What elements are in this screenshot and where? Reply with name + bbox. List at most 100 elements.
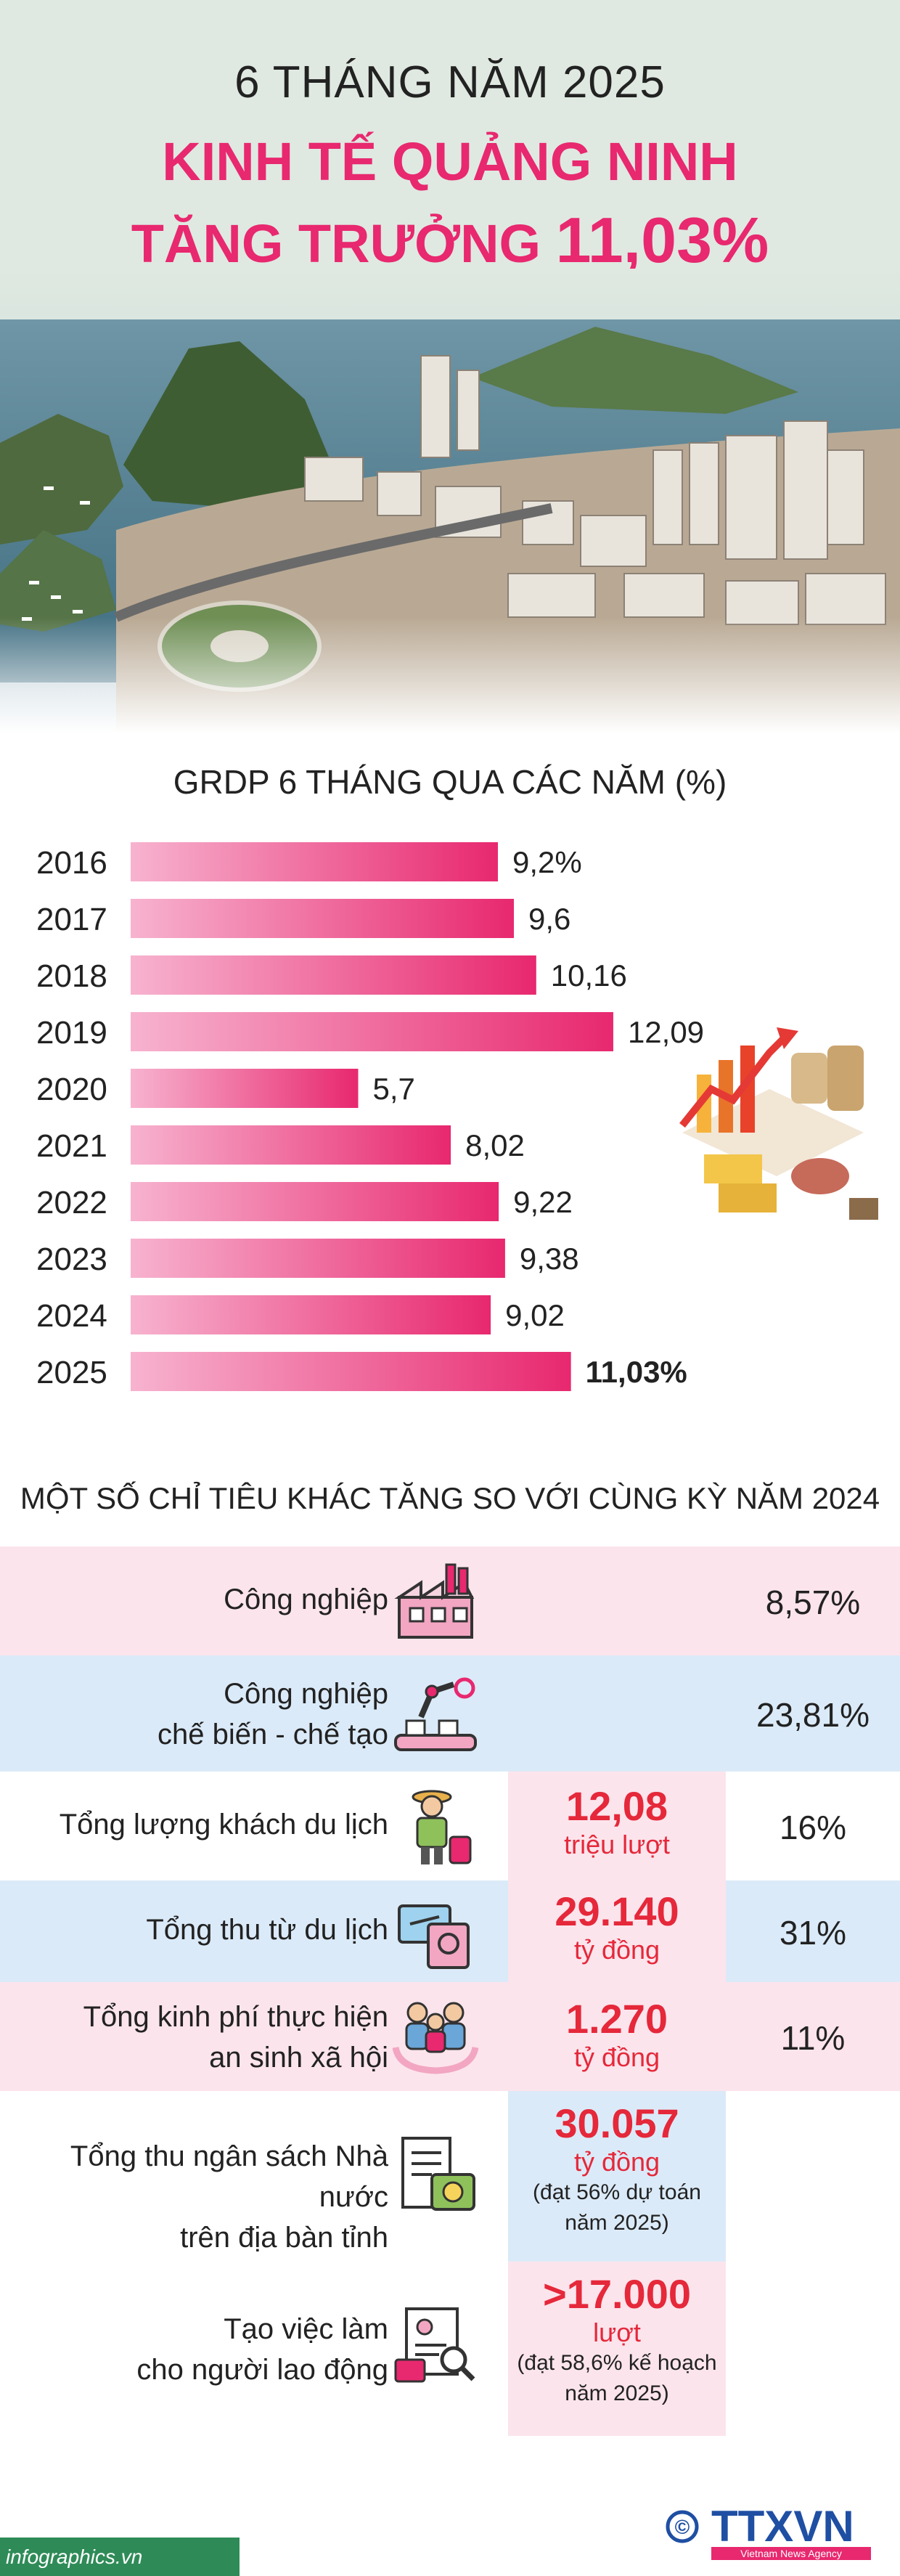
indicator-label-line: Công nghiệp bbox=[224, 1583, 388, 1615]
value-number: 29.140 bbox=[555, 1888, 679, 1934]
value-block: 12,08 triệu lượt bbox=[508, 1782, 726, 1860]
header-period: 6 THÁNG NĂM 2025 bbox=[234, 57, 666, 107]
value-number: 12,08 bbox=[565, 1783, 668, 1829]
bar bbox=[131, 1352, 571, 1391]
indicator-label-line: Công nghiệp bbox=[224, 1678, 388, 1710]
indicator-row-social-welfare: Tổng kinh phí thực hiện an sinh xã hội 1.… bbox=[0, 1982, 900, 2091]
bar-value-label: 11,03% bbox=[586, 1355, 687, 1389]
factory-icon bbox=[394, 1563, 475, 1639]
value-unit: tỷ đồng bbox=[573, 1935, 660, 1965]
bar-category-label: 2025 bbox=[36, 1355, 107, 1390]
bar-category-label: 2016 bbox=[36, 845, 107, 881]
value-unit: lượt bbox=[593, 2318, 641, 2347]
growth-percent: 31% bbox=[779, 1914, 847, 1952]
indicator-label: Công nghiệp bbox=[224, 1579, 388, 1620]
value-number: 30.057 bbox=[555, 2100, 679, 2146]
growth-percent: 16% bbox=[779, 1809, 847, 1846]
header-subtitle: TĂNG TRƯỞNG 11,03% bbox=[0, 203, 900, 277]
indicator-row-tourists: Tổng lượng khách du lịch 12,08 triệu lượ… bbox=[0, 1772, 900, 1880]
indicator-label-line: trên địa bàn tỉnh bbox=[180, 2222, 388, 2254]
indicator-row-tourism-revenue: Tổng thu từ du lịch 29.140 tỷ đồng 31% bbox=[0, 1880, 900, 1982]
bar-category-label: 2024 bbox=[36, 1298, 107, 1334]
chart-title: GRDP 6 THÁNG QUA CÁC NĂM (%) bbox=[173, 763, 727, 801]
job-search-icon bbox=[394, 2307, 475, 2383]
ttxvn-logo: © TTXVN Vietnam News Agency bbox=[666, 2502, 871, 2560]
indicator-row-manufacturing: Công nghiệp chế biến - chế tạo 23,81% bbox=[0, 1655, 900, 1772]
bar-value-label: 9,02 bbox=[505, 1298, 565, 1332]
bar-value-label: 9,6 bbox=[528, 902, 570, 936]
bar-value-label: 9,22 bbox=[513, 1185, 573, 1219]
value-number: >17.000 bbox=[543, 2271, 691, 2317]
bar-value-label: 9,38 bbox=[520, 1242, 579, 1276]
indicator-row-state-budget: Tổng thu ngân sách Nhà nước trên địa bàn … bbox=[0, 2091, 900, 2262]
bar-category-label: 2021 bbox=[36, 1128, 107, 1164]
bar-value-label: 10,16 bbox=[551, 958, 627, 993]
logo-subtext: Vietnam News Agency bbox=[740, 2548, 842, 2559]
indicator-label: Tổng thu ngân sách Nhà nước trên địa bàn … bbox=[0, 2136, 388, 2258]
value-unit: tỷ đồng bbox=[573, 2147, 660, 2177]
bar-value-label: 9,2% bbox=[512, 845, 582, 879]
indicator-label: Tổng thu từ du lịch bbox=[146, 1909, 388, 1950]
robot-arm-icon bbox=[394, 1677, 477, 1751]
bar bbox=[131, 899, 514, 938]
ticket-passport-icon bbox=[398, 1904, 470, 1969]
bar bbox=[131, 1295, 491, 1334]
value-block: 29.140 tỷ đồng bbox=[508, 1888, 726, 1965]
budget-document-icon bbox=[401, 2137, 475, 2211]
growth-percent: 11% bbox=[780, 2019, 846, 2057]
bar-category-label: 2018 bbox=[36, 958, 107, 994]
footer-source: infographics.vn bbox=[6, 2546, 143, 2568]
growth-percent: 23,81% bbox=[756, 1696, 870, 1734]
value-unit: triệu lượt bbox=[564, 1830, 670, 1859]
indicator-label-line: Tạo việc làm bbox=[224, 2313, 388, 2345]
indicator-label: Tổng lượng khách du lịch bbox=[60, 1804, 388, 1845]
indicator-label-line: Tổng thu từ du lịch bbox=[146, 1914, 388, 1946]
tourist-icon bbox=[412, 1790, 472, 1864]
economy-illustration-icon bbox=[679, 1027, 878, 1220]
bar bbox=[131, 1239, 505, 1278]
value-note: (đạt 56% dự toán bbox=[533, 2180, 701, 2204]
bar bbox=[131, 1069, 359, 1108]
header: 6 THÁNG NĂM 2025 KINH TẾ QUẢNG NINH TĂNG… bbox=[0, 0, 900, 283]
value-note: năm 2025) bbox=[565, 2381, 669, 2405]
indicator-label-line: chế biến - chế tạo bbox=[158, 1719, 388, 1750]
logo-text: TTXVN bbox=[711, 2502, 854, 2551]
bar-category-label: 2022 bbox=[36, 1185, 107, 1220]
indicator-label: Công nghiệp chế biến - chế tạo bbox=[158, 1674, 388, 1755]
section2-title: MỘT SỐ CHỈ TIÊU KHÁC TĂNG SO VỚI CÙNG KỲ… bbox=[20, 1481, 880, 1515]
indicator-row-jobs: Tạo việc làm cho người lao động >17.000 l… bbox=[0, 2262, 900, 2436]
bar-value-label: 12,09 bbox=[628, 1015, 704, 1049]
bar-value-label: 5,7 bbox=[373, 1072, 415, 1106]
value-cell bbox=[508, 2091, 726, 2262]
bar-category-label: 2023 bbox=[36, 1242, 107, 1277]
copyright-symbol: © bbox=[675, 2516, 690, 2538]
indicator-label-line: cho người lao động bbox=[136, 2354, 388, 2386]
people-hands-icon bbox=[392, 2002, 479, 2074]
indicator-label-line: Tổng kinh phí thực hiện bbox=[83, 2001, 388, 2033]
bar-category-label: 2017 bbox=[36, 902, 107, 937]
indicator-label-line: Tổng lượng khách du lịch bbox=[59, 1809, 388, 1841]
header-growth-value: 11,03% bbox=[555, 204, 769, 276]
value-cell bbox=[508, 1546, 726, 1655]
indicator-row-industry: Công nghiệp 8,57% bbox=[0, 1546, 900, 1655]
bar bbox=[131, 842, 498, 881]
value-number: 1.270 bbox=[565, 1996, 668, 2042]
header-title: KINH TẾ QUẢNG NINH bbox=[162, 131, 738, 192]
value-cell bbox=[508, 1880, 726, 1982]
city-aerial-photo bbox=[0, 269, 900, 733]
value-note: năm 2025) bbox=[565, 2211, 669, 2235]
bar-category-label: 2019 bbox=[36, 1015, 107, 1051]
bar bbox=[131, 1012, 613, 1051]
indicator-label: Tạo việc làm cho người lao động bbox=[136, 2309, 388, 2390]
indicator-label-line: an sinh xã hội bbox=[209, 2042, 388, 2074]
value-block: 30.057 tỷ đồng (đạt 56% dự toán năm 2025… bbox=[508, 2100, 726, 2238]
bar-category-label: 2020 bbox=[36, 1072, 107, 1107]
value-cell bbox=[508, 1772, 726, 1880]
growth-percent: 8,57% bbox=[765, 1583, 861, 1621]
value-cell bbox=[508, 1655, 726, 1772]
value-cell bbox=[508, 2262, 726, 2436]
bar bbox=[131, 1182, 499, 1221]
indicator-label-line: Tổng thu ngân sách Nhà nước bbox=[70, 2140, 388, 2213]
bar bbox=[131, 955, 536, 995]
grdp-bar-chart: 2016 9,2% 2017 9,6 2018 10,16 2019 12,09 2020 5,7… bbox=[36, 842, 878, 1391]
